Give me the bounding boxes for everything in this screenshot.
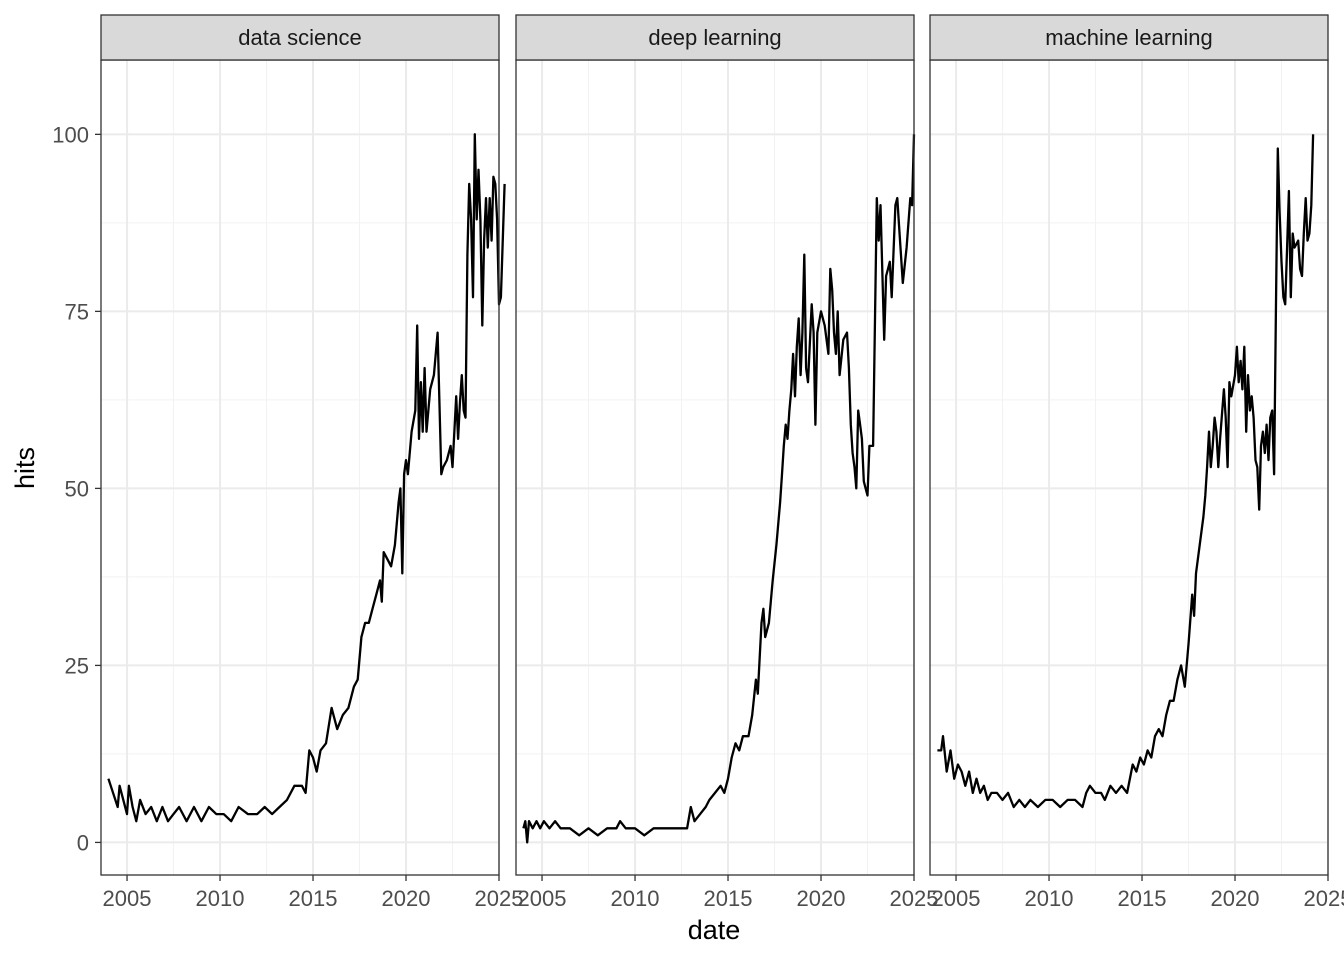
facet-panels: data science 2005 2010 2015 2020 2025 0 25 50 75 1… — [52, 14, 1344, 911]
x-tick-label: 2010 — [1025, 886, 1074, 911]
x-tick-label: 2020 — [382, 886, 431, 911]
y-tick-label: 100 — [52, 122, 89, 147]
series-line — [937, 134, 1315, 809]
facet-strip-label: deep learning — [648, 25, 781, 50]
panel-background — [101, 60, 499, 875]
x-tick-label: 2025 — [890, 886, 939, 911]
facet-strip — [515, 14, 915, 61]
x-tick-label: 2015 — [1118, 886, 1167, 911]
x-tick-label: 2025 — [1304, 886, 1344, 911]
y-axis-title: hits — [10, 447, 40, 489]
x-tick-label: 2010 — [196, 886, 245, 911]
facet-strip-label: machine learning — [1045, 25, 1213, 50]
x-tick-label: 2005 — [518, 886, 567, 911]
x-tick-label: 2020 — [1211, 886, 1260, 911]
panel-background — [516, 60, 914, 875]
series-line — [107, 133, 506, 823]
facet-strip — [100, 14, 500, 61]
x-tick-label: 2015 — [289, 886, 338, 911]
facet-panel: data science 2005 2010 2015 2020 2025 0 25 50 75 1… — [52, 14, 524, 911]
x-tick-label: 2005 — [103, 886, 152, 911]
series-line — [522, 134, 916, 844]
x-tick-label: 2025 — [475, 886, 524, 911]
facet-strip-label: data science — [238, 25, 362, 50]
y-tick-label: 75 — [65, 299, 89, 324]
facet-strip — [929, 14, 1329, 61]
x-tick-label: 2015 — [704, 886, 753, 911]
x-tick-label: 2020 — [797, 886, 846, 911]
panel-background — [930, 60, 1328, 875]
y-tick-label: 25 — [65, 653, 89, 678]
x-tick-label: 2010 — [611, 886, 660, 911]
x-axis-title: date — [688, 915, 741, 945]
y-tick-label: 0 — [77, 830, 89, 855]
facet-panel: deep learning 2005 2010 2015 2020 2025 — [515, 14, 939, 911]
facet-panel: machine learning 2005 2010 2015 2020 2025 — [929, 14, 1344, 911]
x-tick-label: 2005 — [932, 886, 981, 911]
y-tick-label: 50 — [65, 476, 89, 501]
